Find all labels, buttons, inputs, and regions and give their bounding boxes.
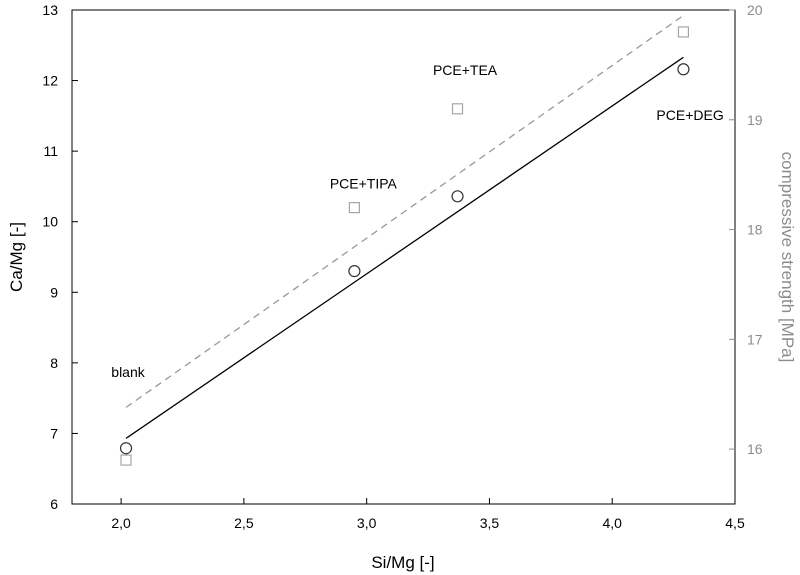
ratio-point (348, 265, 361, 278)
annotation-label: blank (111, 364, 145, 380)
x-tick-label: 4,5 (725, 515, 745, 531)
strength-point (120, 454, 132, 466)
y-axis-title: Ca/Mg [-] (7, 222, 26, 292)
x-tick-label: 2,0 (111, 515, 131, 531)
y-axis-ticks: 6 7 8 9 10 11 12 13 (42, 2, 78, 512)
y2-tick-label: 19 (747, 112, 763, 128)
x-tick-label: 3,5 (480, 515, 500, 531)
y2-tick-label: 16 (747, 441, 763, 457)
y-tick-label: 6 (50, 496, 58, 512)
y2-axis-title: compressive strength [MPa] (778, 152, 797, 363)
y-tick-label: 13 (42, 2, 58, 18)
x-tick-label: 4,0 (602, 515, 622, 531)
trend-lines (125, 14, 684, 439)
annotations: blank PCE+TIPA PCE+TEA PCE+DEG (111, 62, 723, 380)
x-tick-label: 3,0 (357, 515, 377, 531)
ratio-point (119, 442, 133, 455)
y-tick-label: 8 (50, 355, 58, 371)
y-tick-label: 10 (42, 214, 58, 230)
x-axis-title: Si/Mg [-] (371, 553, 434, 572)
strength-fit-line (125, 14, 684, 408)
y2-tick-label: 18 (747, 222, 763, 238)
ratio-point (677, 63, 690, 76)
ratio-point (451, 190, 464, 203)
y-tick-label: 7 (50, 425, 58, 441)
x-axis-ticks: 2,0 2,5 3,0 3,5 4,0 4,5 (111, 498, 745, 531)
y-tick-label: 9 (50, 284, 58, 300)
strength-point (451, 103, 464, 115)
data-points (119, 26, 690, 466)
strength-point (677, 26, 690, 38)
x-tick-label: 2,5 (234, 515, 254, 531)
ratio-fit-line (125, 56, 684, 439)
plot-frame (71, 9, 736, 505)
annotation-label: PCE+TIPA (330, 176, 398, 192)
annotation-label: PCE+TEA (433, 62, 498, 78)
y-tick-label: 11 (43, 143, 58, 159)
y2-axis-ticks: 16 17 18 19 20 (729, 2, 763, 457)
y-tick-label: 12 (42, 73, 58, 89)
y2-tick-label: 17 (747, 331, 763, 347)
y2-tick-label: 20 (747, 2, 763, 18)
strength-point (348, 202, 360, 214)
annotation-label: PCE+DEG (656, 107, 723, 123)
